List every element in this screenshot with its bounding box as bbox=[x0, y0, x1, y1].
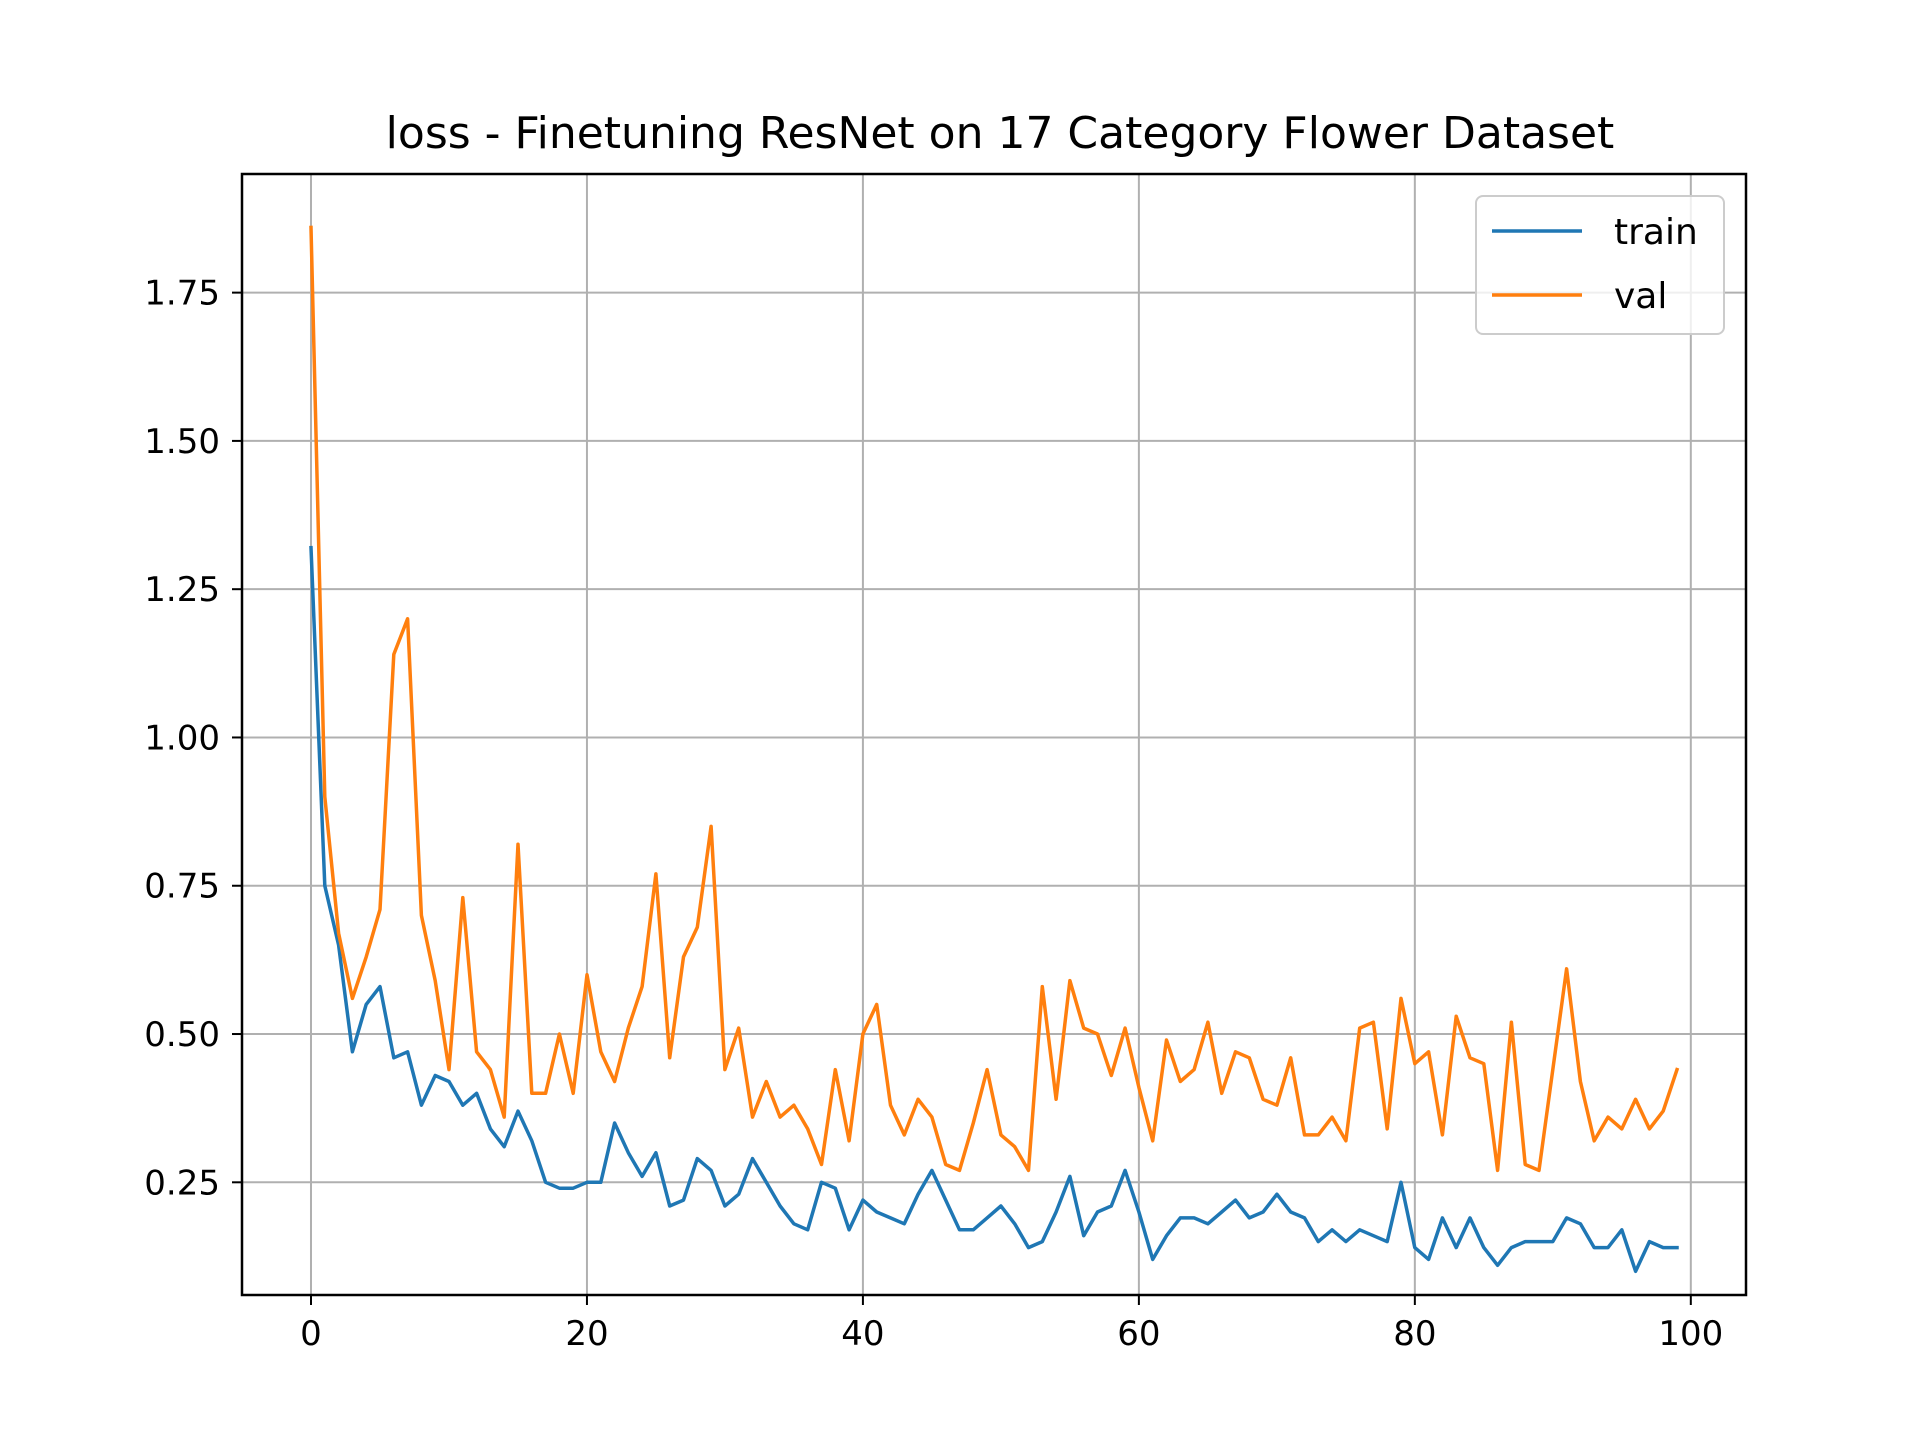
x-tick-label: 80 bbox=[1393, 1314, 1436, 1354]
legend-label-val: val bbox=[1614, 276, 1667, 317]
x-tick-label: 20 bbox=[565, 1314, 608, 1354]
series-lines bbox=[309, 225, 1680, 1274]
legend-label-train: train bbox=[1614, 212, 1698, 253]
x-tick-label: 60 bbox=[1117, 1314, 1160, 1354]
y-tick-label: 1.25 bbox=[144, 570, 220, 610]
x-tick-label: 100 bbox=[1658, 1314, 1723, 1354]
y-tick-label: 0.25 bbox=[144, 1163, 220, 1203]
grid-lines bbox=[242, 174, 1746, 1295]
chart-title: loss - Finetuning ResNet on 17 Category … bbox=[386, 108, 1615, 159]
y-tick-label: 0.75 bbox=[144, 867, 220, 907]
y-tick-label: 1.00 bbox=[144, 718, 220, 758]
x-tick-label: 40 bbox=[841, 1314, 884, 1354]
axis-ticks: 0 20 40 60 80 100 0.25 0.50 0.75 1.00 1.25 1.50 1.75 bbox=[144, 274, 1723, 1354]
y-tick-label: 1.50 bbox=[144, 422, 220, 462]
series-line-val bbox=[309, 225, 1680, 1173]
plot-frame bbox=[240, 172, 1748, 1297]
legend: train val bbox=[1475, 195, 1725, 335]
y-tick-label: 0.50 bbox=[144, 1015, 220, 1055]
y-tick-label: 1.75 bbox=[144, 274, 220, 314]
series-line-train bbox=[309, 545, 1679, 1274]
x-tick-label: 0 bbox=[300, 1314, 322, 1354]
